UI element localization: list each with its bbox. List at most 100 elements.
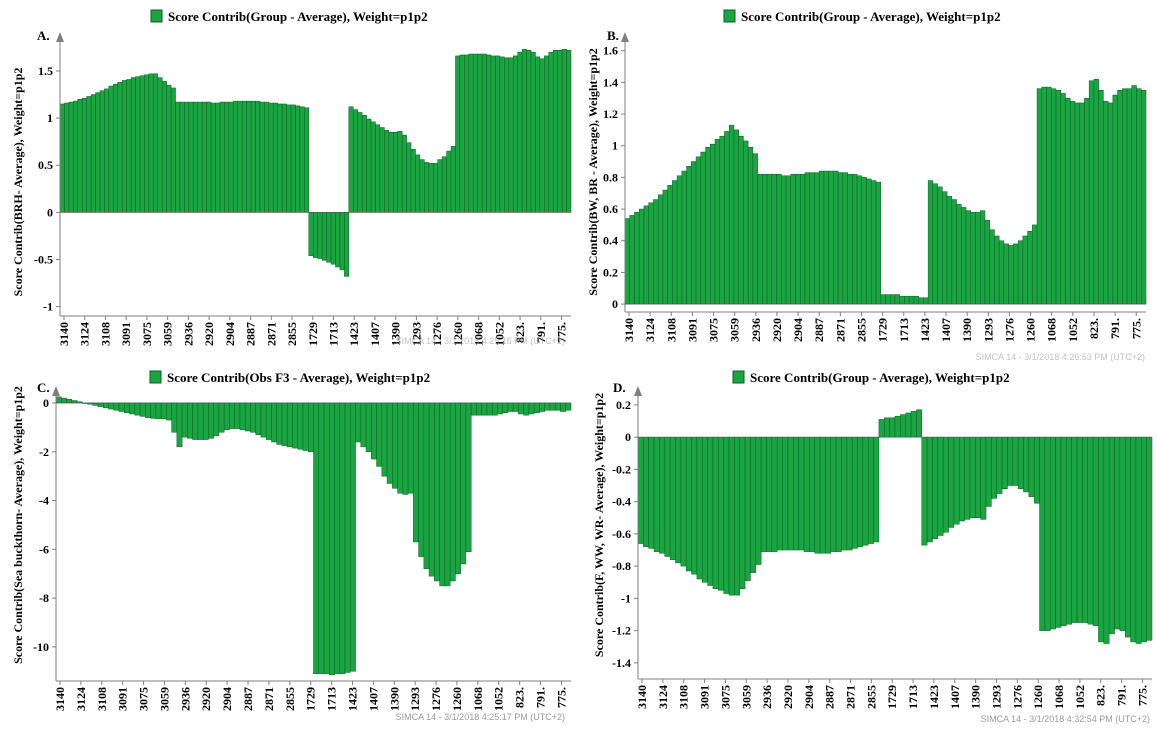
- bar: [1017, 436, 1024, 489]
- y-tick-label: 0.5: [38, 158, 53, 172]
- bar: [160, 402, 167, 420]
- x-tick-label: 3075: [707, 318, 721, 342]
- bar: [175, 101, 181, 213]
- y-axis-arrow: [52, 386, 60, 396]
- bar: [766, 173, 773, 305]
- bar: [150, 402, 157, 419]
- y-tick-label: 0.4: [603, 234, 618, 248]
- bar: [276, 402, 283, 445]
- bar: [415, 154, 421, 213]
- bar: [66, 399, 73, 404]
- y-tick-label: 0: [612, 297, 618, 311]
- bar: [781, 175, 787, 305]
- bar: [975, 436, 981, 519]
- x-tick-label: 1390: [969, 685, 983, 709]
- x-tick-label: 1260: [1031, 685, 1045, 709]
- y-tick-label: -0.5: [34, 252, 53, 266]
- bar: [856, 175, 863, 305]
- x-tick-label: 3140: [635, 685, 649, 709]
- x-tick-label: 2871: [844, 685, 858, 709]
- bar: [1135, 436, 1142, 644]
- bar: [760, 436, 767, 552]
- y-tick-label: -0.2: [612, 462, 631, 476]
- bar: [418, 402, 425, 557]
- bar: [197, 402, 204, 440]
- bar: [828, 170, 834, 305]
- bar: [318, 402, 325, 674]
- bar: [286, 402, 293, 448]
- bar: [1103, 101, 1109, 305]
- y-tick-label: 1.4: [603, 75, 618, 89]
- bar: [1093, 78, 1099, 305]
- legend-swatch: [150, 9, 163, 23]
- bar: [512, 55, 518, 213]
- bar: [672, 180, 678, 305]
- bar: [460, 402, 467, 565]
- x-tick-label: 1407: [368, 322, 382, 346]
- plot-area: -1.4 -1.2 -1 -0.8 -0.6 -0.4 -0.2 0 0.2 3140 3124 31…: [612, 386, 1153, 709]
- bar: [148, 73, 154, 213]
- y-axis-label: Score Contrib(BW, BR - Average), Weight=…: [586, 48, 600, 295]
- bar: [984, 219, 990, 305]
- x-tick-label: 1713: [325, 687, 339, 711]
- bar: [423, 402, 430, 570]
- bar: [366, 118, 372, 213]
- bar: [975, 211, 981, 305]
- bar: [1060, 93, 1066, 305]
- bar: [566, 50, 572, 213]
- panel-label: C.: [37, 380, 50, 395]
- chart-title: Score Contrib(Group - Average), Weight=p…: [741, 9, 1001, 24]
- bar: [491, 402, 498, 416]
- panel-label: B.: [607, 28, 619, 43]
- bar: [669, 436, 676, 560]
- bar: [862, 436, 869, 546]
- bar: [676, 175, 683, 305]
- watermark: SIMCA 14 - 3/1/2018 4:26:53 PM (UTC+2): [976, 352, 1145, 362]
- bar: [73, 100, 79, 213]
- bar: [145, 402, 151, 418]
- bar: [526, 50, 532, 213]
- bar: [250, 402, 256, 433]
- bar: [707, 436, 714, 586]
- bar: [1074, 102, 1080, 305]
- chart-title: Score Contrib(Group - Average), Weight=p…: [750, 370, 1010, 385]
- x-tick-label: 1293: [981, 318, 995, 342]
- bar: [344, 212, 350, 277]
- x-tick-label: 3124: [656, 685, 670, 709]
- bar: [271, 402, 277, 443]
- bar: [544, 402, 551, 411]
- bar: [1013, 243, 1019, 305]
- bar: [504, 57, 510, 213]
- x-tick-label: 2920: [781, 685, 795, 709]
- bar: [308, 212, 314, 256]
- bar: [1008, 245, 1014, 305]
- bar: [246, 100, 252, 213]
- bar: [1032, 224, 1038, 305]
- bar: [659, 436, 666, 554]
- x-tick-label: 1729: [306, 322, 320, 346]
- bar: [937, 186, 943, 305]
- bar: [360, 402, 367, 448]
- bar: [959, 436, 965, 522]
- bar: [179, 101, 185, 213]
- bar: [908, 295, 915, 305]
- x-tick-label: 2904: [802, 685, 816, 709]
- bar: [1017, 240, 1024, 305]
- y-axis-arrow: [56, 32, 64, 42]
- bar: [653, 436, 660, 552]
- y-tick-label: -6: [39, 542, 49, 556]
- bar: [357, 112, 363, 213]
- x-tick-label: 1276: [1002, 318, 1016, 342]
- bar: [539, 58, 545, 213]
- bar: [481, 402, 488, 416]
- x-tick-label: 1068: [1052, 685, 1066, 709]
- bar: [819, 436, 826, 554]
- watermark: SIMCA 14 - 3/1/2018 4:25:16 PM (UTC+2): [396, 336, 565, 346]
- bar: [664, 436, 671, 557]
- bar: [273, 102, 278, 213]
- x-tick-label: 2920: [199, 687, 213, 711]
- bar: [313, 402, 320, 674]
- bar: [1084, 97, 1090, 305]
- x-tick-label: 3059: [739, 685, 753, 709]
- bar: [455, 402, 461, 574]
